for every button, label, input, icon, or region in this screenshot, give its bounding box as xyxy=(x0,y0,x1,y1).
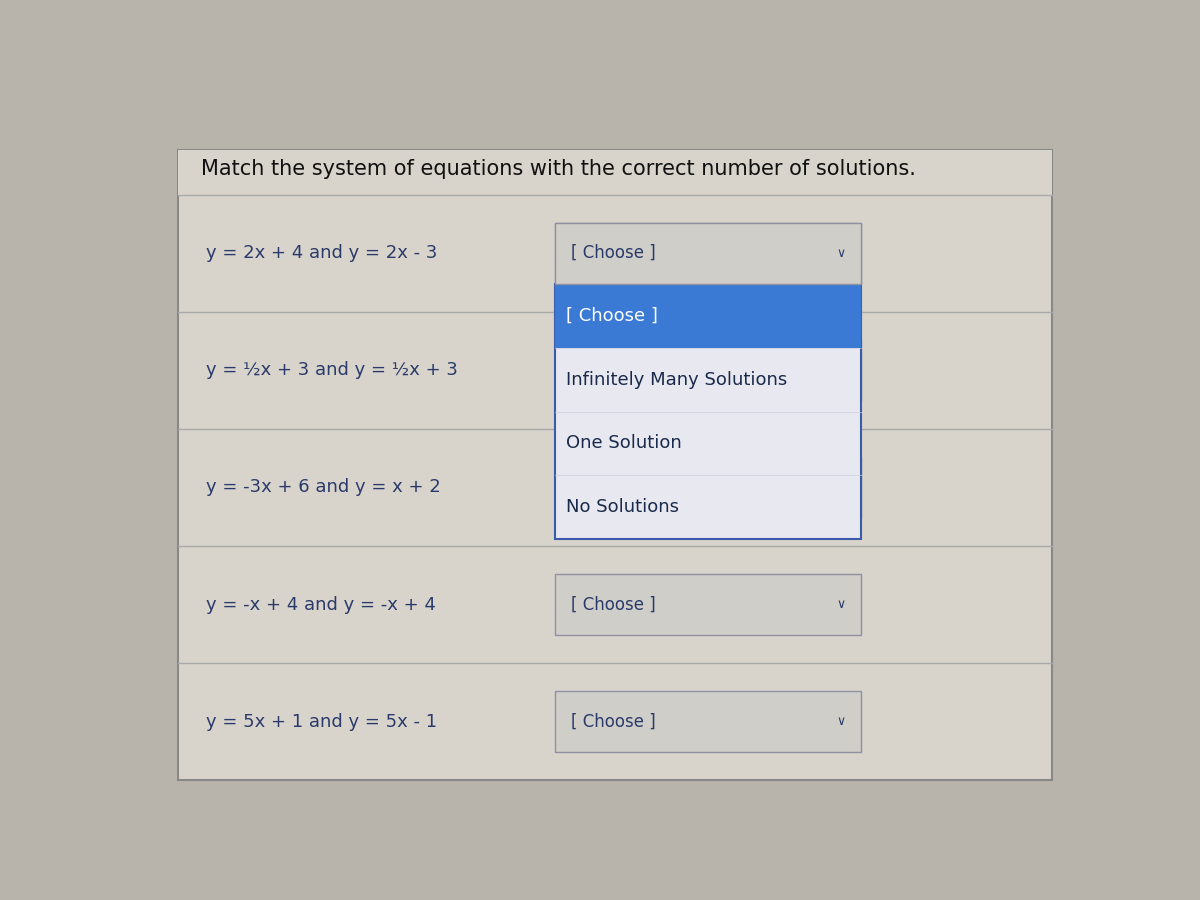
FancyBboxPatch shape xyxy=(554,691,862,752)
Text: ∨: ∨ xyxy=(836,598,846,611)
Text: [ Choose ]: [ Choose ] xyxy=(571,479,656,497)
FancyBboxPatch shape xyxy=(554,574,862,635)
Text: One Solution: One Solution xyxy=(565,435,682,453)
Text: ∨: ∨ xyxy=(836,364,846,377)
FancyBboxPatch shape xyxy=(554,457,862,518)
Text: ∨: ∨ xyxy=(836,481,846,494)
Text: [ Choose ]: [ Choose ] xyxy=(571,244,656,262)
FancyBboxPatch shape xyxy=(178,149,1052,780)
FancyBboxPatch shape xyxy=(554,284,862,539)
FancyBboxPatch shape xyxy=(554,222,862,284)
Text: No Solutions: No Solutions xyxy=(565,499,679,517)
Text: [ Choose ]: [ Choose ] xyxy=(571,244,656,262)
Text: y = 5x + 1 and y = 5x - 1: y = 5x + 1 and y = 5x - 1 xyxy=(206,713,437,731)
Text: [ Choose ]: [ Choose ] xyxy=(571,713,656,731)
Text: [ Choose ]: [ Choose ] xyxy=(571,361,656,379)
Text: [ Choose ]: [ Choose ] xyxy=(571,596,656,614)
Text: Match the system of equations with the correct number of solutions.: Match the system of equations with the c… xyxy=(202,158,916,178)
Text: ∨: ∨ xyxy=(836,247,846,260)
Text: ∨: ∨ xyxy=(836,247,846,260)
Text: ∨: ∨ xyxy=(836,716,846,728)
Text: y = 2x + 4 and y = 2x - 3: y = 2x + 4 and y = 2x - 3 xyxy=(206,244,437,262)
FancyBboxPatch shape xyxy=(554,222,862,284)
Text: [ Choose ]: [ Choose ] xyxy=(565,307,658,325)
FancyBboxPatch shape xyxy=(178,149,1052,194)
Text: y = -x + 4 and y = -x + 4: y = -x + 4 and y = -x + 4 xyxy=(206,596,436,614)
Text: y = ½x + 3 and y = ½x + 3: y = ½x + 3 and y = ½x + 3 xyxy=(206,361,457,379)
FancyBboxPatch shape xyxy=(554,284,862,347)
Text: Infinitely Many Solutions: Infinitely Many Solutions xyxy=(565,371,787,389)
Text: y = -3x + 6 and y = x + 2: y = -3x + 6 and y = x + 2 xyxy=(206,479,440,497)
FancyBboxPatch shape xyxy=(554,340,862,400)
